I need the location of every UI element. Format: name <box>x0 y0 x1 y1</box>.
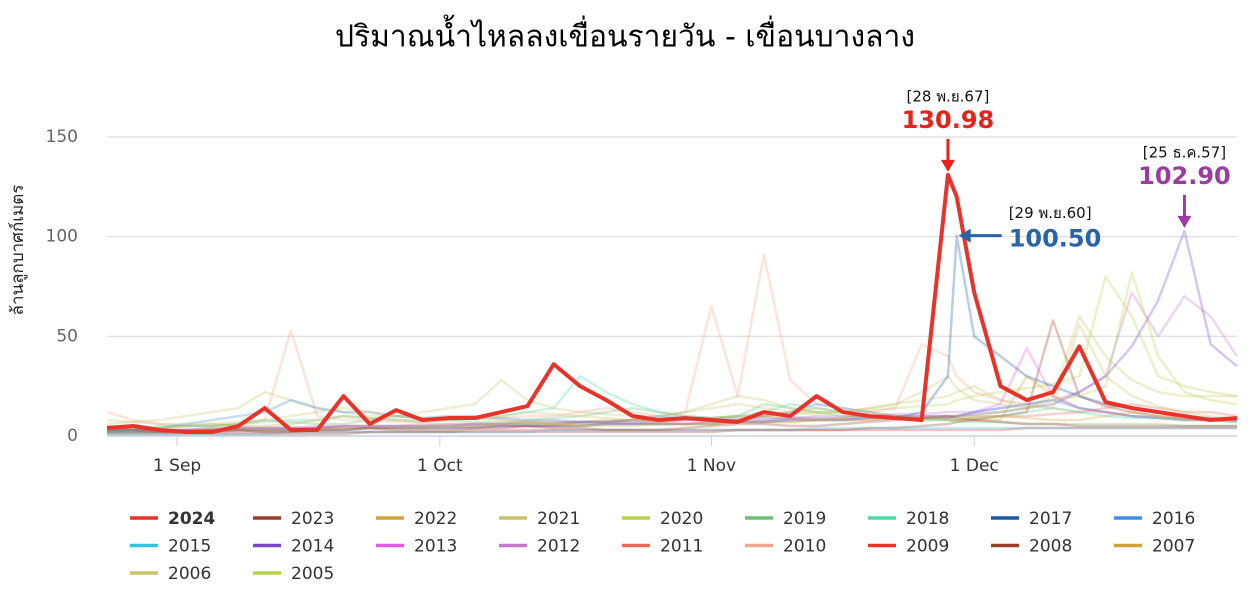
x-tick-label: 1 Oct <box>417 456 463 476</box>
annotation-arrowhead <box>1177 215 1192 228</box>
legend-label: 2009 <box>906 537 949 557</box>
y-tick-label: 100 <box>46 227 78 247</box>
annotation-value: 130.98 <box>902 106 995 134</box>
annotation-arrowhead <box>940 159 955 172</box>
legend-label: 2015 <box>168 537 211 557</box>
chart-title: ปริมาณน้ำไหลลงเขื่อนรายวัน - เขื่อนบางลา… <box>335 15 915 55</box>
legend-label: 2006 <box>168 564 211 584</box>
annotation: [28 พ.ย.67]130.98 <box>902 87 995 172</box>
legend-label: 2008 <box>1029 537 1072 557</box>
annotation-arrowhead <box>958 228 971 243</box>
series-line <box>107 319 1237 436</box>
legend-label: 2021 <box>537 509 580 529</box>
annotation-date: [25 ธ.ค.57] <box>1143 143 1226 161</box>
annotation: [29 พ.ย.60] 100.50 <box>958 204 1102 253</box>
legend-label: 2014 <box>291 537 334 557</box>
series-line <box>106 172 1238 435</box>
legend-label: 2023 <box>291 509 334 529</box>
series-line <box>106 323 1238 426</box>
annotation-date: [28 พ.ย.67] <box>907 87 990 105</box>
legend-label: 2012 <box>537 537 580 557</box>
x-tick-label: 1 Sep <box>153 456 201 476</box>
legend-label: 2007 <box>1152 537 1195 557</box>
legend-label: 2018 <box>906 509 949 529</box>
y-tick-label: 150 <box>46 127 78 147</box>
series-line <box>106 315 1237 426</box>
legend-label: 2024 <box>168 509 215 529</box>
series-line <box>106 253 1238 428</box>
annotation: [25 ธ.ค.57]102.90 <box>1138 143 1231 228</box>
y-tick-label: 0 <box>67 426 78 446</box>
legend-label: 2005 <box>291 564 334 584</box>
x-tick-label: 1 Nov <box>687 456 736 476</box>
legend-label: 2020 <box>660 509 703 529</box>
y-axis-label: ล้านลูกบาศก์เมตร <box>8 185 28 316</box>
annotation-value: 102.90 <box>1138 162 1231 190</box>
legend-label: 2022 <box>414 509 457 529</box>
legend-label: 2010 <box>783 537 826 557</box>
y-tick-label: 50 <box>56 326 78 346</box>
series-line <box>106 410 1238 430</box>
legend-label: 2019 <box>783 509 826 529</box>
series-line <box>107 229 1238 432</box>
legend-label: 2016 <box>1152 509 1195 529</box>
x-tick-label: 1 Dec <box>950 456 999 476</box>
legend-label: 2011 <box>660 537 703 557</box>
annotation-value: 100.50 <box>1009 225 1102 253</box>
legend-label: 2017 <box>1029 509 1072 529</box>
legend-label: 2013 <box>414 537 457 557</box>
annotation-date: [29 พ.ย.60] <box>1009 204 1092 222</box>
